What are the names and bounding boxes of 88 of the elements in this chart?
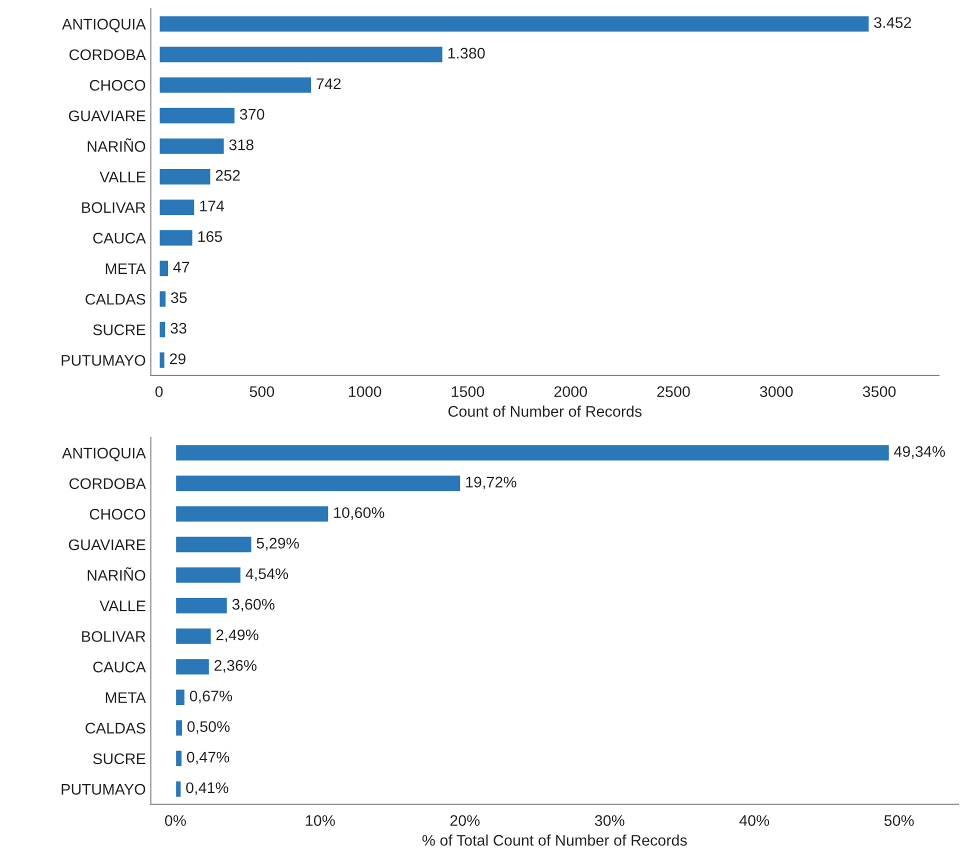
x-tick-label: 2500 [657, 386, 690, 398]
data-label: 1.380 [448, 48, 485, 59]
x-tick-label: 0% [164, 815, 186, 826]
data-label: 0,67% [190, 690, 232, 704]
x-tick-label: 2000 [554, 386, 587, 398]
y-tick-label: CHOCO [90, 508, 146, 520]
data-label: 47 [173, 262, 190, 272]
x-tick-label: 3000 [760, 386, 793, 398]
y-tick-label: SUCRE [93, 324, 146, 336]
y-tick-label: ANTIOQUIA [62, 448, 146, 462]
y-tick-label: NARIÑO [88, 567, 146, 581]
data-label: 3.452 [874, 17, 912, 28]
y-tick-label: CORDOBA [69, 478, 146, 490]
y-tick-label: CORDOBA [69, 49, 146, 60]
data-label: 318 [229, 139, 254, 150]
bar [174, 444, 890, 462]
x-tick-label: 30% [594, 815, 624, 826]
bar [174, 566, 242, 584]
data-label: 5,29% [256, 538, 299, 550]
data-label: 10,60% [334, 507, 384, 520]
x-tick-label: 50% [884, 815, 914, 826]
y-tick-label: CAUCA [93, 232, 146, 244]
bar [174, 596, 228, 615]
bar [158, 45, 444, 64]
y-tick-label: CALDAS [86, 294, 146, 305]
bar [174, 749, 183, 768]
y-tick-label: GUAVIARE [68, 110, 146, 122]
bar [158, 106, 236, 125]
x-tick-label: 1000 [348, 386, 382, 398]
y-tick-label: GUAVIARE [68, 539, 146, 550]
x-tick-label: 3500 [862, 386, 896, 398]
y-tick-label: SUCRE [93, 753, 146, 764]
x-tick-label: 40% [739, 815, 770, 826]
data-label: 252 [216, 170, 240, 181]
data-label: 0,47% [186, 752, 230, 764]
data-label: 0,41% [186, 782, 228, 795]
data-label: 19,72% [466, 476, 516, 490]
bar [174, 504, 330, 524]
data-label: 33 [170, 322, 186, 334]
data-label: 370 [240, 108, 264, 120]
bar [158, 137, 226, 156]
y-tick-label: BOLIVAR [82, 202, 146, 213]
y-tick-label: NARIÑO [88, 138, 146, 152]
bar [158, 76, 312, 94]
y-tick-label: PUTUMAYO [62, 354, 146, 366]
bar [158, 198, 196, 216]
x-axis-title: % of Total Count of Number of Records [422, 834, 687, 846]
x-tick-label: 500 [250, 386, 274, 398]
bar [158, 290, 167, 308]
bar [174, 780, 182, 798]
bar [158, 259, 170, 278]
x-tick-label: 10% [306, 815, 335, 826]
bar [158, 320, 167, 339]
data-label: 0,50% [187, 721, 230, 734]
y-tick-label: CAUCA [93, 662, 146, 672]
data-label: 165 [198, 231, 222, 242]
y-tick-label: META [106, 263, 146, 274]
data-label: 29 [170, 353, 186, 364]
y-tick-label: CHOCO [90, 80, 146, 91]
x-tick-label: 1500 [452, 386, 484, 398]
bar [158, 228, 194, 247]
data-label: 49,34% [894, 446, 945, 459]
data-label: 2,49% [216, 629, 258, 642]
y-tick-label: BOLIVAR [82, 631, 146, 642]
bar [158, 168, 212, 186]
bar [174, 718, 184, 738]
data-label: 3,60% [232, 598, 274, 612]
y-tick-label: PUTUMAYO [62, 784, 146, 795]
bar [174, 688, 186, 706]
bar [174, 474, 462, 492]
x-tick-label: 20% [450, 815, 480, 826]
data-label: 2,36% [214, 660, 257, 673]
data-label: 174 [200, 200, 224, 212]
x-axis-title: Count of Number of Records [448, 406, 642, 417]
y-tick-label: VALLE [100, 172, 146, 182]
x-tick-label: 0 [155, 386, 163, 398]
bar [158, 14, 870, 34]
bar [174, 627, 212, 646]
data-label: 742 [316, 78, 341, 89]
bar [158, 351, 166, 370]
bar [174, 535, 253, 554]
y-tick-label: ANTIOQUIA [62, 18, 146, 32]
y-tick-label: META [106, 692, 146, 703]
data-label: 4,54% [246, 568, 288, 581]
y-tick-label: CALDAS [86, 722, 146, 734]
data-label: 35 [170, 292, 187, 304]
bar [174, 658, 210, 676]
y-tick-label: VALLE [100, 600, 146, 612]
